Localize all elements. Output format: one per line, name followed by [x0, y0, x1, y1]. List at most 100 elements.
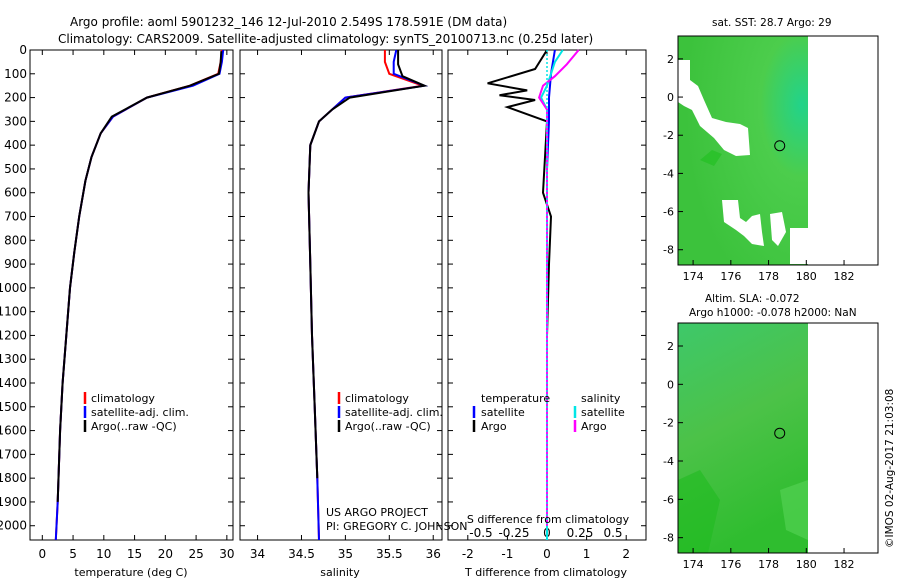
pi-credit: PI: GREGORY C. JOHNSON: [326, 520, 467, 533]
y-tick-label: 700: [4, 210, 27, 224]
salinity-x-axis: 34 34.5 35 35.5 36: [250, 50, 441, 561]
map-x-tick-label: 174: [683, 558, 704, 571]
map-x-tick-label: 182: [834, 270, 855, 283]
salinity-plot: [307, 49, 429, 541]
map-x-tick-label: 176: [720, 270, 741, 283]
sst-missing-cloud: [790, 228, 808, 264]
legend-s-satellite-label: satellite: [581, 406, 625, 419]
t-difference-xlabel: T difference from climatology: [464, 566, 627, 579]
map-y-tick-label: 0: [667, 378, 674, 391]
y-tick-label: 1100: [0, 305, 27, 319]
x-tick-label: -2: [462, 547, 474, 561]
x-tick-label: 0: [38, 547, 46, 561]
salinity-panel-frame: [239, 49, 443, 541]
y-tick-label: 400: [4, 138, 27, 152]
y-tick-label: 100: [4, 67, 27, 81]
sst-map-axes: 2 0 -2 -4 -6 -8 174 176 178 180 182: [663, 53, 855, 283]
sla-map-title-line2: Argo h1000: -0.078 h2000: NaN: [689, 307, 857, 319]
temperature-panel-frame: [29, 49, 234, 541]
temperature-plot: [54, 49, 225, 541]
map-y-tick-label: 0: [667, 91, 674, 104]
map-y-tick-label: 2: [667, 340, 674, 353]
y-tick-label: 1000: [0, 281, 27, 295]
x-tick-label: 15: [127, 547, 142, 561]
y-tick-label: 1400: [0, 376, 27, 390]
figure-title-line1: Argo profile: aoml 5901232_146 12-Jul-20…: [70, 15, 507, 29]
salinity-legend: climatology satellite-adj. clim. Argo(..…: [337, 392, 443, 433]
legend-satellite-label: satellite-adj. clim.: [91, 406, 189, 419]
y-tick-label: 600: [4, 186, 27, 200]
y-tick-label: 500: [4, 162, 27, 176]
legend-climatology-label: climatology: [91, 392, 155, 405]
x-tick-label: 35.5: [376, 547, 403, 561]
sst-map: 2 0 -2 -4 -6 -8 174 176 178 180 182: [663, 35, 879, 283]
sst-map-frame: [677, 35, 879, 266]
s-diff-tick-label: 0.5: [603, 526, 622, 540]
salinity-xlabel: salinity: [320, 566, 360, 579]
sst-missing-cloud: [678, 60, 750, 156]
map-x-tick-label: 176: [720, 558, 741, 571]
y-tick-label: 2000: [0, 519, 27, 533]
sst-patch: [700, 150, 722, 166]
map-y-tick-label: -2: [663, 417, 674, 430]
y-tick-label: 1300: [0, 352, 27, 366]
map-x-tick-label: 174: [683, 270, 704, 283]
legend-argo-label: Argo(..raw -QC): [91, 420, 177, 433]
map-x-tick-label: 180: [796, 270, 817, 283]
temperature-xlabel: temperature (deg C): [74, 566, 187, 579]
legend-t-satellite-label: satellite: [481, 406, 525, 419]
legend-temperature-header: temperature: [481, 392, 550, 405]
x-tick-label: 25: [188, 547, 203, 561]
depth-axis: 0 100 200 300 400 500 600 700 800 900 1000 1100 1200…: [0, 43, 646, 533]
series-line-climatology: [54, 49, 223, 541]
difference-legend: temperature salinity satellite Argo sate…: [472, 392, 625, 433]
map-y-tick-label: -6: [663, 493, 674, 506]
map-x-tick-label: 178: [758, 558, 779, 571]
series-line-climatology: [307, 50, 424, 541]
x-tick-label: 35: [338, 547, 353, 561]
x-tick-label: 5: [69, 547, 77, 561]
map-y-tick-label: -8: [663, 244, 674, 257]
map-y-tick-label: -4: [663, 167, 674, 180]
x-tick-label: 1: [583, 547, 591, 561]
map-y-tick-label: 2: [667, 53, 674, 66]
sla-map: 2 0 -2 -4 -6 -8 174 176 178 180 182: [663, 322, 879, 571]
y-tick-label: 1700: [0, 447, 27, 461]
x-tick-label: -1: [501, 547, 513, 561]
y-tick-label: 1800: [0, 471, 27, 485]
y-tick-label: 0: [19, 43, 27, 57]
x-tick-label: 36: [426, 547, 441, 561]
legend-climatology-label: climatology: [345, 392, 409, 405]
argo-position-marker: [774, 140, 786, 152]
map-x-tick-label: 182: [834, 558, 855, 571]
sla-patch: [678, 470, 720, 553]
y-tick-label: 1500: [0, 400, 27, 414]
y-tick-label: 300: [4, 114, 27, 128]
temperature-legend: climatology satellite-adj. clim. Argo(..…: [83, 392, 189, 433]
sla-patch: [780, 480, 808, 540]
s-diff-tick-label: 0.25: [567, 526, 594, 540]
sst-map-title: sat. SST: 28.7 Argo: 29: [712, 17, 832, 29]
y-tick-label: 200: [4, 91, 27, 105]
sla-map-axes: 2 0 -2 -4 -6 -8 174 176 178 180 182: [663, 340, 855, 571]
argo-position-marker: [774, 427, 786, 439]
figure-title-line2: Climatology: CARS2009. Satellite-adjuste…: [58, 32, 593, 46]
legend-satellite-label: satellite-adj. clim.: [345, 406, 443, 419]
s-difference-x-axis: -0.5 -0.25 0 0.25 0.5: [469, 526, 622, 540]
y-tick-label: 900: [4, 257, 27, 271]
legend-salinity-header: salinity: [581, 392, 621, 405]
series-line-satellite-adj-clim-: [54, 49, 225, 541]
map-x-tick-label: 178: [758, 270, 779, 283]
series-line-salinity-argo: [537, 49, 580, 526]
x-tick-label: 34: [250, 547, 265, 561]
y-tick-label: 1200: [0, 328, 27, 342]
sla-map-frame: [677, 322, 879, 554]
difference-plot: [487, 49, 580, 540]
x-tick-label: 30: [219, 547, 234, 561]
x-tick-label: 20: [158, 547, 173, 561]
series-line-temperature-argo: [487, 49, 553, 526]
project-credit: US ARGO PROJECT: [326, 506, 428, 519]
series-line-salinity-satellite: [539, 49, 564, 540]
sst-missing-cloud: [770, 212, 786, 246]
